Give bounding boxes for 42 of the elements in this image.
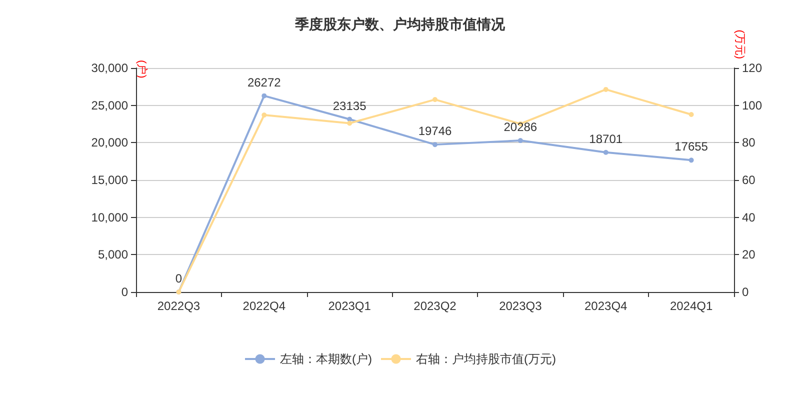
data-label: 23135 bbox=[332, 98, 367, 113]
point bbox=[688, 158, 694, 163]
point bbox=[432, 142, 438, 148]
y2-tick-label: 60 bbox=[742, 173, 756, 187]
data-label: 0 bbox=[175, 272, 182, 286]
x-tick-label: 2022Q3 bbox=[157, 299, 200, 313]
point bbox=[262, 112, 267, 118]
point bbox=[347, 120, 352, 126]
data-label: 26272 bbox=[247, 75, 282, 90]
data-label: 20286 bbox=[504, 120, 538, 134]
y2-tick-label: 20 bbox=[742, 248, 756, 262]
y2-tick-label: 120 bbox=[742, 61, 762, 75]
point bbox=[603, 86, 608, 92]
point bbox=[603, 150, 608, 155]
point bbox=[688, 112, 694, 117]
x-tick-label: 2023Q1 bbox=[328, 299, 372, 313]
y2-tick-label: 80 bbox=[742, 136, 756, 150]
y2-tick-label: 40 bbox=[742, 210, 756, 224]
x-tick-label: 2024Q1 bbox=[670, 299, 713, 313]
y-tick-label: 5,000 bbox=[98, 248, 128, 262]
legend-label: 右轴：户均持股市值(万元) bbox=[416, 352, 556, 366]
point bbox=[432, 97, 438, 102]
y-tick-label: 0 bbox=[121, 285, 128, 299]
x-tick-label: 2023Q4 bbox=[584, 299, 628, 313]
y-tick-label: 25,000 bbox=[91, 98, 128, 112]
y-tick-label: 15,000 bbox=[91, 173, 128, 187]
x-tick-label: 2022Q4 bbox=[242, 299, 286, 313]
point bbox=[262, 93, 267, 98]
y-tick-label: 30,000 bbox=[91, 61, 128, 75]
data-label: 19746 bbox=[418, 124, 452, 138]
y2-tick-label: 100 bbox=[742, 98, 762, 112]
data-label: 17655 bbox=[674, 140, 708, 154]
y2-tick-label: 0 bbox=[742, 285, 749, 299]
y-tick-label: 20,000 bbox=[91, 136, 128, 150]
point bbox=[518, 138, 523, 144]
x-tick-label: 2023Q2 bbox=[414, 299, 457, 313]
y-tick-label: 10,000 bbox=[91, 210, 128, 224]
chart-title: 季度股东户数、户均持股市值情况 bbox=[294, 16, 506, 32]
y2-axis-title: (万元) bbox=[734, 30, 746, 60]
data-label: 18701 bbox=[589, 132, 623, 146]
x-tick-label: 2023Q3 bbox=[499, 299, 542, 313]
legend-label: 左轴：本期数(户) bbox=[280, 352, 372, 366]
